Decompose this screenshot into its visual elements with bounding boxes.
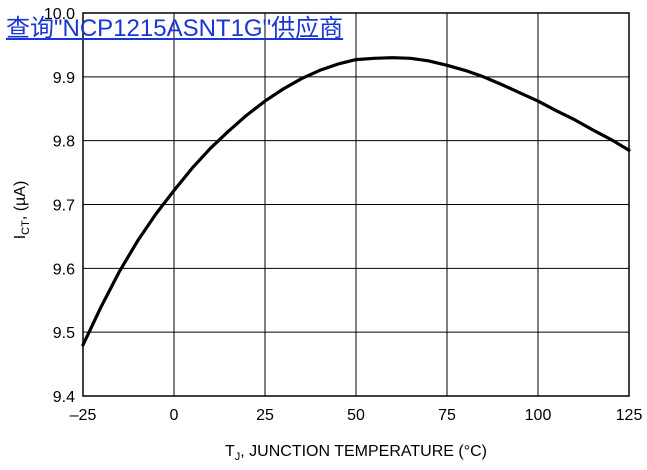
x-tick-label: 75 xyxy=(438,407,456,424)
x-tick-labels: –25 0 25 50 75 100 125 xyxy=(70,407,643,424)
y-tick-label: 9.7 xyxy=(53,198,75,215)
y-tick-label: 9.9 xyxy=(53,70,75,87)
x-tick-label: 0 xyxy=(170,407,179,424)
x-tick-label: –25 xyxy=(70,407,97,424)
x-axis-title-sub: J xyxy=(235,451,241,463)
series-group xyxy=(81,56,631,347)
y-tick-label: 10.0 xyxy=(44,6,75,23)
y-axis-title: ICT, (µA) xyxy=(12,181,32,240)
x-tick-label: 25 xyxy=(256,407,274,424)
supplier-query-link[interactable]: 查询"NCP1215ASNT1G"供应商 xyxy=(6,15,344,42)
y-axis-title-main: I xyxy=(12,235,29,239)
x-tick-label: 125 xyxy=(616,407,643,424)
series-line xyxy=(81,56,631,347)
plot-frame xyxy=(82,12,630,397)
y-tick-labels: 9.4 9.5 9.6 9.7 9.8 9.9 10.0 xyxy=(44,6,75,406)
y-tick-label: 9.8 xyxy=(53,134,75,151)
y-axis-title-sub: CT xyxy=(20,220,32,235)
y-tick-label: 9.6 xyxy=(53,261,75,278)
x-axis-title-main: T xyxy=(225,443,235,460)
y-tick-label: 9.5 xyxy=(53,325,75,342)
x-axis-title: TJ, JUNCTION TEMPERATURE (°C) xyxy=(225,443,487,463)
x-axis-title-rest: , JUNCTION TEMPERATURE (°C) xyxy=(240,443,487,460)
y-tick-label: 9.4 xyxy=(53,389,75,406)
y-axis-title-rest: , (µA) xyxy=(12,181,29,220)
x-tick-label: 100 xyxy=(525,407,552,424)
grid-lines xyxy=(82,12,630,397)
x-tick-label: 50 xyxy=(347,407,365,424)
